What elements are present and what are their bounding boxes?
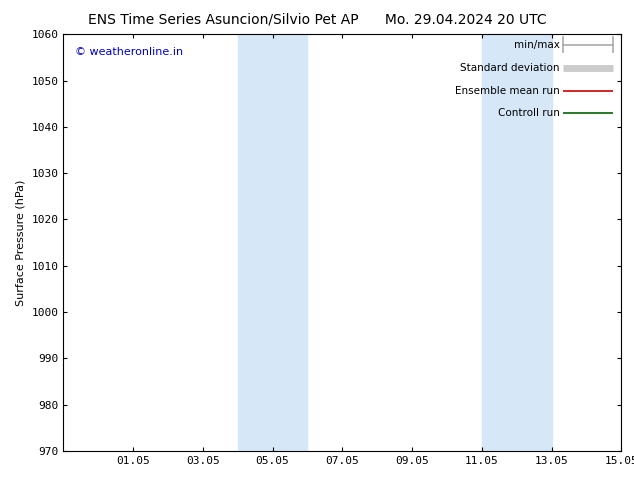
Bar: [238, 34, 307, 451]
Text: Ensemble mean run: Ensemble mean run: [455, 86, 560, 96]
Text: Standard deviation: Standard deviation: [460, 63, 560, 73]
Text: min/max: min/max: [514, 40, 560, 49]
Y-axis label: Surface Pressure (hPa): Surface Pressure (hPa): [16, 179, 26, 306]
Text: Controll run: Controll run: [498, 108, 560, 119]
Bar: [482, 34, 552, 451]
Text: ENS Time Series Asuncion/Silvio Pet AP      Mo. 29.04.2024 20 UTC: ENS Time Series Asuncion/Silvio Pet AP M…: [87, 12, 547, 26]
Text: © weatheronline.in: © weatheronline.in: [75, 47, 183, 57]
